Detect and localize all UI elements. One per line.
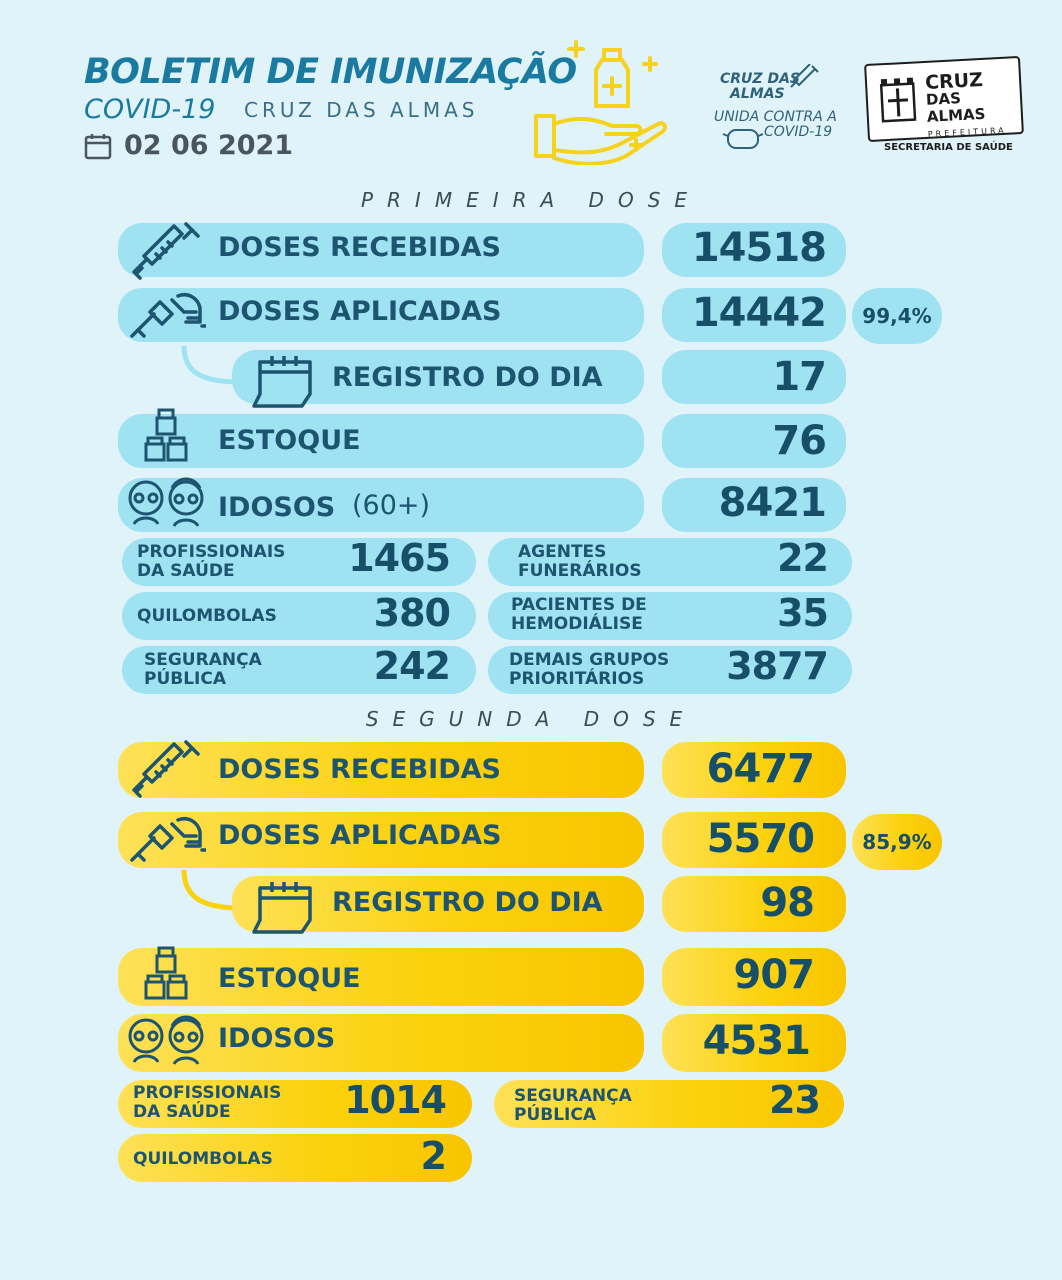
segunda-group-saude	[118, 1080, 472, 1128]
segunda-estoque-label-pill	[118, 948, 644, 1006]
primeira-registro-value: 17	[772, 354, 827, 400]
primeira-group-funerarios-value: 22	[777, 536, 829, 580]
segunda-registro-value-pill	[662, 876, 846, 932]
coat-of-arms-icon	[879, 77, 917, 123]
primeira-aplicadas-pct: 99,4%	[852, 288, 942, 344]
segunda-aplicadas-value-pill	[662, 812, 846, 868]
segunda-group-saude-label: PROFISSIONAIS DA SAÚDE	[133, 1083, 282, 1122]
section-segunda-dose: SEGUNDA DOSE	[365, 707, 697, 731]
segunda-group-saude-value: 1014	[344, 1078, 447, 1122]
prefeitura-logo: CRUZ DAS ALMAS PREFEITURA	[864, 55, 1024, 143]
syringe-icon	[132, 222, 200, 280]
segunda-idosos-value-pill	[662, 1014, 846, 1072]
primeira-group-demais-label: DEMAIS GRUPOS PRIORITÁRIOS	[509, 650, 670, 689]
calendar-icon	[252, 356, 312, 408]
primeira-idosos-value-pill	[662, 478, 846, 532]
page-title: BOLETIM DE IMUNIZAÇÃO	[84, 52, 577, 92]
segunda-registro-label-pill	[232, 876, 644, 932]
city-subtitle: CRUZ DAS ALMAS	[244, 98, 479, 122]
primeira-group-demais	[488, 646, 852, 694]
section-primeira-dose: PRIMEIRA DOSE	[360, 188, 702, 212]
elderly-couple-icon	[128, 477, 204, 527]
segunda-idosos-label-pill	[118, 1014, 644, 1072]
primeira-group-hemodialise	[488, 592, 852, 640]
primeira-recebidas-value-pill	[662, 223, 846, 277]
segunda-registro-label: REGISTRO DO DIA	[332, 887, 603, 918]
primeira-group-quilombolas-label: QUILOMBOLAS	[137, 606, 277, 626]
primeira-group-seguranca-value: 242	[373, 644, 451, 688]
primeira-recebidas-label-pill	[118, 223, 644, 277]
primeira-aplicadas-value: 14442	[691, 290, 827, 336]
secretaria-label: SECRETARIA DE SAÚDE	[884, 142, 1013, 153]
segunda-recebidas-value-pill	[662, 742, 846, 798]
vaccination-hand-icon	[130, 293, 206, 338]
connector-line	[181, 345, 240, 385]
primeira-recebidas-value: 14518	[691, 225, 827, 271]
segunda-idosos-value: 4531	[702, 1018, 811, 1064]
segunda-estoque-value: 907	[733, 952, 816, 998]
segunda-group-seguranca-label: SEGURANÇA PÚBLICA	[514, 1086, 632, 1125]
calendar-icon	[252, 882, 312, 934]
segunda-recebidas-label: DOSES RECEBIDAS	[218, 754, 501, 785]
primeira-recebidas-label: DOSES RECEBIDAS	[218, 232, 501, 263]
calendar-icon	[84, 133, 112, 159]
primeira-registro-label-pill	[232, 350, 644, 404]
primeira-group-quilombolas	[122, 592, 476, 640]
primeira-group-funerarios	[488, 538, 852, 586]
primeira-estoque-label: ESTOQUE	[218, 425, 361, 456]
segunda-idosos-label: IDOSOS	[218, 1023, 336, 1054]
segunda-estoque-value-pill	[662, 948, 846, 1006]
segunda-group-seguranca-value: 23	[769, 1078, 821, 1122]
primeira-registro-label: REGISTRO DO DIA	[332, 362, 603, 393]
date-row: 02 06 2021	[84, 130, 293, 161]
primeira-idosos-label: IDOSOS	[218, 492, 336, 523]
primeira-idosos-value: 8421	[718, 480, 827, 526]
primeira-group-funerarios-label: AGENTES FUNERÁRIOS	[518, 542, 642, 581]
segunda-aplicadas-label: DOSES APLICADAS	[218, 820, 502, 851]
vials-icon	[144, 946, 188, 1000]
segunda-group-quilombolas-value: 2	[420, 1134, 447, 1178]
primeira-group-quilombolas-value: 380	[373, 591, 451, 635]
primeira-aplicadas-label-pill	[118, 288, 644, 342]
primeira-idosos-label-pill	[118, 478, 644, 532]
segunda-group-quilombolas	[118, 1134, 472, 1182]
primeira-idosos-suffix: (60+)	[352, 490, 431, 521]
segunda-recebidas-label-pill	[118, 742, 644, 798]
segunda-group-seguranca	[494, 1080, 844, 1128]
segunda-group-quilombolas-label: QUILOMBOLAS	[133, 1149, 273, 1169]
primeira-group-seguranca	[122, 646, 476, 694]
segunda-registro-value: 98	[760, 880, 815, 926]
primeira-estoque-value: 76	[772, 418, 827, 464]
segunda-estoque-label: ESTOQUE	[218, 963, 361, 994]
segunda-recebidas-value: 6477	[706, 746, 815, 792]
primeira-group-seguranca-label: SEGURANÇA PÚBLICA	[144, 650, 262, 689]
segunda-aplicadas-value: 5570	[706, 816, 815, 862]
elderly-couple-icon	[128, 1015, 204, 1065]
campaign-logo: CRUZ DAS ALMAS UNIDA CONTRA A COVID-19	[712, 64, 852, 156]
primeira-group-saude	[122, 538, 476, 586]
vaccine-hand-icon	[534, 40, 667, 165]
primeira-group-hemodialise-value: 35	[777, 591, 829, 635]
segunda-aplicadas-label-pill	[118, 812, 644, 868]
syringe-small-icon	[790, 64, 819, 88]
mask-icon	[722, 129, 764, 149]
primeira-aplicadas-label: DOSES APLICADAS	[218, 296, 502, 327]
bulletin-date: 02 06 2021	[124, 130, 294, 161]
primeira-group-demais-value: 3877	[726, 644, 829, 688]
vials-icon	[144, 408, 188, 462]
primeira-group-hemodialise-label: PACIENTES DE HEMODIÁLISE	[511, 595, 647, 634]
connector-line	[181, 869, 240, 911]
vaccination-hand-icon	[130, 817, 206, 862]
covid-subtitle: COVID-19	[84, 94, 216, 125]
syringe-icon	[132, 740, 200, 798]
segunda-aplicadas-pct: 85,9%	[852, 814, 942, 870]
primeira-registro-value-pill	[662, 350, 846, 404]
primeira-group-saude-value: 1465	[348, 536, 451, 580]
primeira-aplicadas-value-pill	[662, 288, 846, 342]
primeira-estoque-value-pill	[662, 414, 846, 468]
primeira-estoque-label-pill	[118, 414, 644, 468]
primeira-group-saude-label: PROFISSIONAIS DA SAÚDE	[137, 542, 286, 581]
